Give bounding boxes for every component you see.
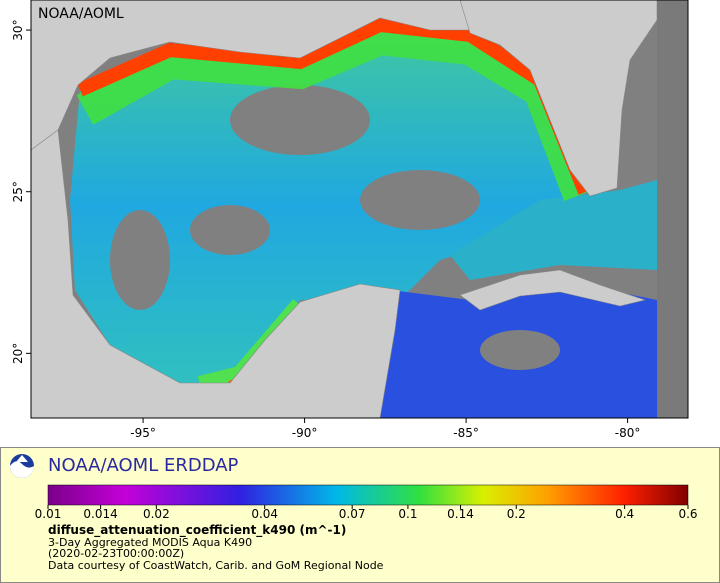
lat-tick-label: 20° xyxy=(11,343,25,364)
variable-name: diffuse_attenuation_coefficient_k490 (m^… xyxy=(48,523,346,538)
colorbar-tick-label: 0.04 xyxy=(251,507,278,521)
legend-line: Data courtesy of CoastWatch, Carib. and … xyxy=(48,559,384,572)
colorbar-tick-label: 0.6 xyxy=(678,507,697,521)
map-frame xyxy=(30,0,689,419)
lon-tick-label: -80° xyxy=(615,426,641,440)
colorbar-tick-label: 0.2 xyxy=(507,507,526,521)
axes: -95° -90° -85° -80° 20° 25° 30° xyxy=(11,19,640,440)
gulf-water xyxy=(70,25,580,385)
legend-line: (2020-02-23T00:00:00Z) xyxy=(48,547,184,560)
land xyxy=(31,0,658,418)
outside-region xyxy=(657,0,688,418)
watermark: NOAA/AOML xyxy=(38,6,124,22)
legend-line: 3-Day Aggregated MODIS Aqua K490 xyxy=(48,536,252,549)
colorbar-tick-label: 0.01 xyxy=(35,507,62,521)
colorbar-tick-label: 0.14 xyxy=(447,507,474,521)
colorbar-tick-label: 0.014 xyxy=(83,507,117,521)
legend-title: NOAA/AOML ERDDAP xyxy=(48,455,239,476)
colorbar-tick-label: 0.02 xyxy=(143,507,170,521)
lat-tick-label: 25° xyxy=(11,181,25,202)
lon-tick-label: -90° xyxy=(292,426,318,440)
lon-tick-label: -95° xyxy=(130,426,156,440)
lon-tick-label: -85° xyxy=(453,426,479,440)
noaa-logo xyxy=(10,454,34,478)
colorbar-tick-label: 0.4 xyxy=(615,507,634,521)
colorbar-ticks: 0.01 0.014 0.02 0.04 0.07 0.1 0.14 0.2 0.4 0.6 xyxy=(35,505,698,521)
cloud-gaps xyxy=(110,85,560,370)
lat-tick-label: 30° xyxy=(11,19,25,40)
colorbar-tick-label: 0.07 xyxy=(339,507,366,521)
straits-water xyxy=(450,180,657,280)
legend-panel xyxy=(0,447,720,583)
map xyxy=(31,0,688,418)
colorbar xyxy=(47,484,689,506)
colorbar-tick-label: 0.1 xyxy=(398,507,417,521)
